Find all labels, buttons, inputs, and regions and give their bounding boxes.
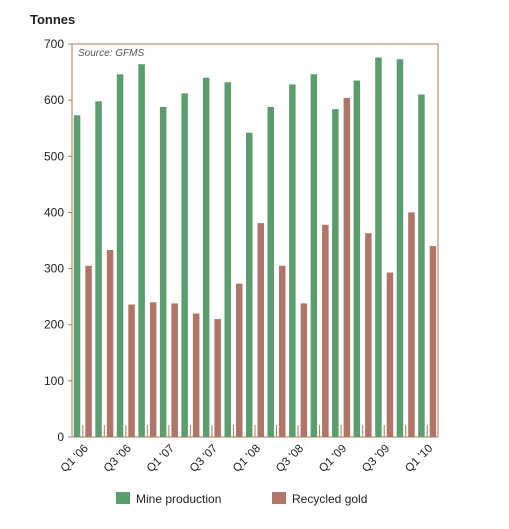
bar-mine-production-17 — [418, 94, 425, 437]
x-tick-label: Q3 '08 — [274, 443, 306, 475]
bar-recycled-gold-16 — [408, 212, 415, 437]
bar-mine-production-7 — [202, 77, 210, 437]
bar-mine-production-2 — [95, 101, 102, 438]
bar-mine-production-12 — [310, 74, 318, 438]
y-tick-label: 100 — [44, 374, 64, 388]
x-tick-label: Q1 '09 — [317, 443, 349, 475]
bars-group — [73, 57, 437, 438]
x-tick-label: Q1 '08 — [231, 443, 263, 475]
y-tick-label: 300 — [44, 262, 64, 276]
bar-recycled-gold-7 — [214, 319, 221, 437]
legend-swatch-recycled-gold — [272, 492, 286, 504]
y-tick-label: 0 — [57, 430, 64, 444]
bar-recycled-gold-3 — [128, 304, 135, 437]
y-tick-label: 500 — [44, 149, 64, 163]
bar-recycled-gold-15 — [386, 272, 394, 437]
legend-swatch-mine-production — [116, 492, 130, 504]
bar-mine-production-6 — [181, 93, 188, 438]
bar-recycled-gold-13 — [343, 97, 351, 438]
bar-recycled-gold-10 — [279, 265, 286, 437]
bar-recycled-gold-1 — [85, 265, 92, 437]
y-tick-label: 700 — [44, 37, 64, 51]
bar-recycled-gold-8 — [236, 283, 243, 437]
bar-recycled-gold-6 — [192, 313, 200, 437]
bar-recycled-gold-9 — [257, 223, 264, 437]
bar-recycled-gold-4 — [149, 302, 157, 437]
bar-mine-production-13 — [332, 109, 339, 437]
x-tick-label: Q1 '06 — [59, 443, 91, 475]
bar-recycled-gold-14 — [365, 233, 372, 437]
x-tick-label: Q1 '10 — [403, 443, 435, 475]
x-tick-label: Q3 '09 — [360, 443, 392, 475]
bar-recycled-gold-11 — [300, 303, 308, 437]
bar-recycled-gold-2 — [106, 250, 114, 437]
x-tick-label: Q1 '07 — [145, 443, 177, 475]
bar-recycled-gold-12 — [322, 224, 329, 437]
bar-mine-production-10 — [267, 106, 274, 438]
bar-mine-production-11 — [289, 84, 296, 438]
bar-mine-production-1 — [73, 115, 81, 438]
bar-recycled-gold-5 — [171, 303, 178, 437]
y-tick-label: 200 — [44, 318, 64, 332]
plot-frame — [71, 43, 439, 438]
legend-label-mine-production: Mine production — [136, 492, 221, 506]
y-axis: 0 100 200 300 400 500 600 700 — [44, 37, 72, 444]
bar-mine-production-15 — [375, 57, 382, 437]
bar-mine-production-8 — [224, 82, 231, 437]
y-axis-title: Tonnes — [30, 12, 75, 27]
legend: Mine production Recycled gold — [116, 492, 367, 506]
x-tick-label: Q3 '07 — [188, 443, 220, 475]
bar-recycled-gold-17 — [429, 246, 437, 437]
x-tick-label: Q3 '06 — [102, 443, 134, 475]
bar-mine-production-14 — [353, 80, 361, 437]
bar-mine-production-9 — [246, 132, 253, 437]
y-tick-label: 600 — [44, 93, 64, 107]
legend-label-recycled-gold: Recycled gold — [292, 492, 367, 506]
source-note: Source: GFMS — [78, 48, 144, 59]
bar-mine-production-3 — [116, 74, 124, 438]
bar-mine-production-4 — [138, 64, 145, 437]
y-tick-label: 400 — [44, 205, 64, 219]
bar-mine-production-16 — [396, 59, 404, 437]
bar-mine-production-5 — [159, 106, 167, 438]
